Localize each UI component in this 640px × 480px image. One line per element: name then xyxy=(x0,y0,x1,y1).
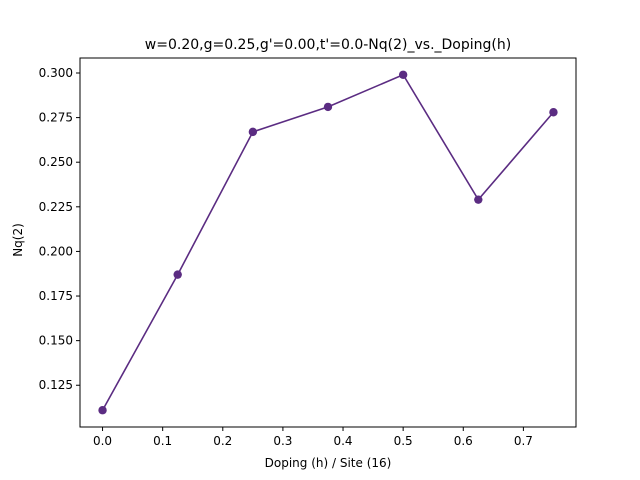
x-tick-label: 0.7 xyxy=(514,434,533,448)
x-tick-label: 0.4 xyxy=(333,434,352,448)
data-point xyxy=(173,270,182,279)
x-tick-label: 0.2 xyxy=(213,434,232,448)
y-tick-label: 0.175 xyxy=(39,289,73,303)
y-tick-label: 0.225 xyxy=(39,200,73,214)
data-point xyxy=(474,195,483,204)
x-axis-label: Doping (h) / Site (16) xyxy=(265,456,392,470)
y-tick-label: 0.150 xyxy=(39,334,73,348)
y-tick-label: 0.300 xyxy=(39,66,73,80)
x-tick-label: 0.3 xyxy=(273,434,292,448)
data-point xyxy=(398,70,408,79)
data-point xyxy=(323,102,333,112)
series-line xyxy=(101,73,555,411)
x-tick-label: 0.5 xyxy=(394,434,413,448)
y-axis-label: Nq(2) xyxy=(11,223,25,257)
data-point xyxy=(549,108,558,117)
y-tick-label: 0.275 xyxy=(39,111,73,125)
plot-area: 0.0 0.1 0.2 0.3 0.4 0.5 0.6 0.7 0.125 0.150 0.175 0… xyxy=(39,57,577,448)
x-tick-label: 0.1 xyxy=(153,434,172,448)
y-tick-label: 0.125 xyxy=(39,378,73,392)
y-tick-label: 0.200 xyxy=(39,244,73,258)
chart-title: w=0.20,g=0.25,g'=0.00,t'=0.0-Nq(2)_vs._D… xyxy=(145,37,511,53)
y-tick-label: 0.250 xyxy=(39,155,73,169)
x-tick-label: 0.6 xyxy=(454,434,473,448)
data-point xyxy=(98,406,107,415)
data-point xyxy=(248,127,258,137)
x-tick-label: 0.0 xyxy=(93,434,112,448)
axes-frame xyxy=(79,57,577,428)
